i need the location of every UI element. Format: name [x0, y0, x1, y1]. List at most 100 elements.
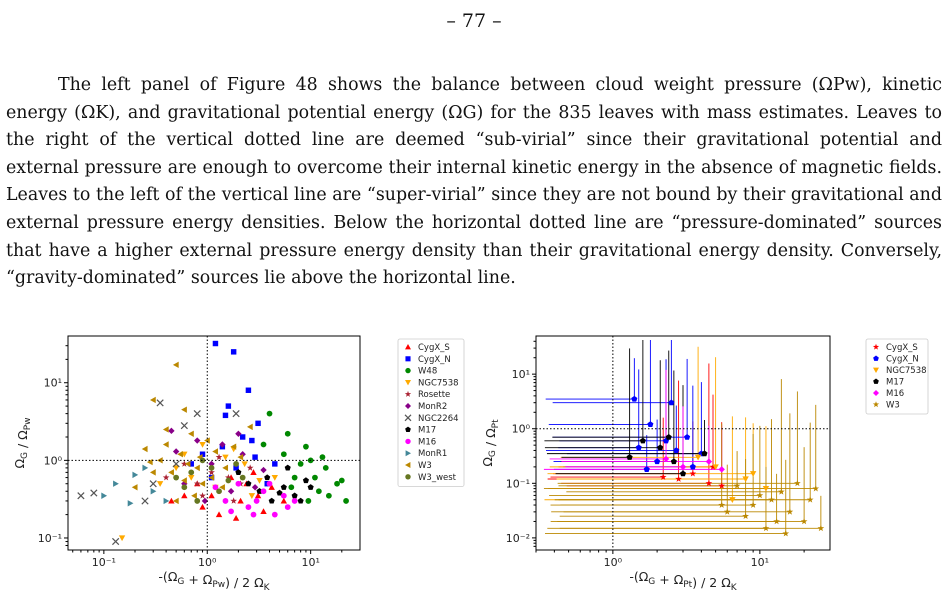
data-point	[640, 438, 646, 444]
data-point	[233, 515, 239, 521]
data-point	[231, 349, 236, 354]
data-point	[706, 458, 712, 464]
y-tick-label: 10¹	[512, 368, 530, 381]
data-point	[240, 475, 246, 481]
y-tick-label: 10⁰	[44, 454, 63, 467]
data-point	[163, 426, 169, 432]
data-point	[251, 512, 257, 518]
data-point	[690, 464, 696, 470]
data-point	[212, 448, 218, 454]
plot-area	[78, 341, 349, 545]
data-point	[247, 424, 253, 430]
y-tick-label: 10⁻¹	[506, 477, 530, 490]
data-point	[272, 461, 277, 466]
legend-label: CygX_S	[418, 343, 450, 353]
data-point	[288, 484, 294, 490]
data-point	[308, 484, 314, 490]
data-point	[684, 434, 690, 440]
data-point	[157, 400, 163, 406]
data-point	[724, 508, 731, 514]
data-point	[163, 441, 169, 447]
data-point	[706, 480, 713, 486]
legend-marker	[405, 356, 410, 361]
legend: CygX_SCygX_NNGC7538M17M16W3	[866, 339, 928, 414]
data-point	[260, 467, 266, 473]
data-point	[303, 444, 309, 450]
y-tick-label: 10⁰	[512, 423, 531, 436]
data-point	[343, 498, 349, 504]
data-point	[794, 480, 801, 486]
data-point	[216, 488, 222, 494]
data-point	[763, 525, 770, 531]
data-point	[151, 488, 157, 494]
data-point	[647, 421, 653, 427]
data-point	[150, 469, 156, 475]
data-point	[680, 471, 686, 477]
data-point	[230, 497, 237, 503]
data-point	[173, 475, 179, 481]
y-tick-label: 10⁻²	[506, 532, 530, 545]
data-point	[671, 458, 677, 464]
data-point	[334, 481, 340, 487]
x-tick-label: 10¹	[301, 556, 319, 569]
data-point	[267, 481, 273, 487]
data-point	[272, 475, 278, 481]
data-point	[132, 472, 138, 478]
legend-marker	[405, 439, 410, 444]
data-point	[285, 431, 291, 437]
data-point	[818, 525, 825, 531]
data-point	[292, 475, 298, 481]
data-point	[173, 362, 179, 368]
data-point	[209, 465, 215, 471]
data-point	[101, 493, 107, 499]
legend-label: W3	[418, 461, 432, 471]
data-point	[191, 493, 197, 499]
data-point	[718, 502, 725, 508]
data-point	[264, 474, 270, 480]
data-point	[181, 484, 187, 490]
data-point	[228, 488, 234, 494]
x-axis-label: -(ΩG + ΩPw) / 2 ΩK	[158, 569, 270, 593]
data-point	[194, 465, 200, 471]
data-point	[213, 341, 218, 346]
data-point	[188, 475, 194, 481]
data-point	[181, 406, 187, 412]
legend-label: MonR1	[418, 449, 447, 459]
data-point	[303, 477, 309, 483]
data-point	[181, 422, 187, 428]
data-point	[312, 475, 318, 481]
data-point	[272, 512, 278, 518]
data-point	[237, 498, 243, 504]
data-point	[812, 485, 819, 491]
data-point	[298, 461, 304, 467]
plot-area	[544, 340, 824, 536]
data-point	[199, 492, 206, 498]
legend-label: NGC7538	[418, 378, 459, 388]
legend: CygX_SCygX_NW48NGC7538RosetteMonR2NGC226…	[398, 339, 464, 487]
data-point	[157, 481, 163, 487]
data-point	[305, 498, 311, 504]
data-point	[292, 493, 298, 499]
data-point	[778, 488, 785, 494]
data-point	[246, 504, 252, 510]
data-point	[636, 444, 642, 450]
legend-label: W48	[418, 367, 437, 377]
data-point	[199, 442, 205, 448]
legend-label: MonR2	[418, 402, 447, 412]
data-point	[236, 481, 242, 487]
data-point	[233, 461, 239, 467]
data-point	[285, 465, 291, 471]
data-point	[226, 403, 231, 408]
data-point	[323, 465, 329, 471]
data-point	[249, 438, 254, 443]
data-point	[326, 493, 332, 499]
legend-label: M16	[418, 437, 436, 447]
data-point	[132, 484, 138, 490]
data-point	[181, 493, 187, 499]
data-point	[254, 498, 260, 504]
data-point	[742, 513, 749, 519]
data-point	[269, 498, 275, 504]
legend-label: Rosette	[418, 390, 450, 400]
legend-label: CygX_S	[886, 343, 918, 353]
data-point	[627, 454, 633, 460]
